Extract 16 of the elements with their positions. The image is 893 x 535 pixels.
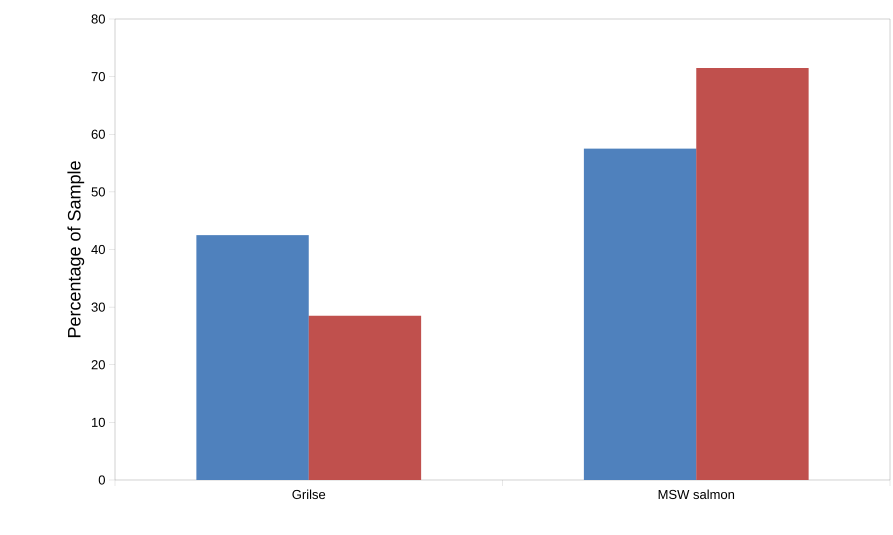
x-tick-label: MSW salmon	[658, 490, 734, 500]
y-tick-label: 80	[92, 14, 105, 24]
y-tick-label: 0	[98, 475, 105, 485]
y-axis-title: Percentage of Sample	[67, 161, 84, 338]
y-tick-label: 60	[92, 130, 105, 139]
y-tick-label: 30	[92, 302, 105, 312]
y-tick-label: 20	[92, 360, 105, 370]
y-tick-label: 70	[92, 72, 105, 82]
y-tick-label: 40	[91, 244, 105, 254]
y-tick-label: 50	[92, 187, 105, 196]
bar	[196, 235, 309, 480]
x-tick-label: Grilse	[292, 490, 326, 500]
bar	[696, 68, 809, 480]
bar	[308, 316, 422, 480]
y-tick-label: 10	[92, 418, 105, 427]
bar	[584, 148, 696, 480]
